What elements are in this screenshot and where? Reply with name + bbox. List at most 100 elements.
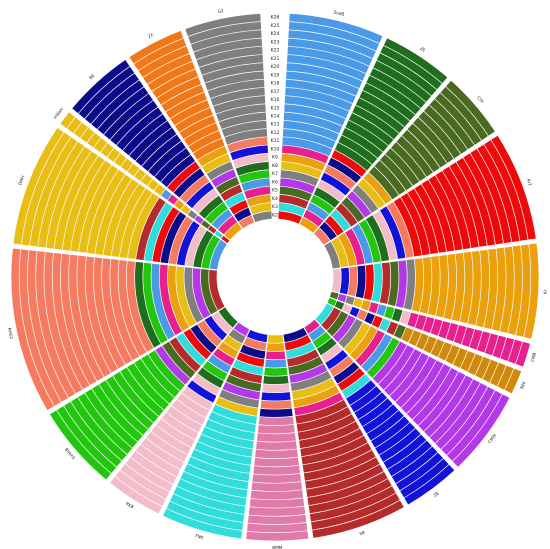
ring-segment (475, 356, 491, 379)
ring-segment (490, 362, 506, 387)
ring-segment (379, 428, 421, 462)
ring-segment (438, 320, 451, 339)
k-label: K11 (271, 138, 280, 144)
ring-segment (386, 321, 399, 336)
group-label: BE (88, 73, 96, 81)
ring-segment (78, 66, 135, 119)
ring-segment (338, 232, 357, 267)
ring-segment (134, 38, 187, 71)
ring-segment (147, 179, 159, 191)
ring-segment (70, 160, 112, 252)
ring-segment (240, 344, 266, 359)
ring-segment (253, 465, 301, 475)
chart-sectors (11, 13, 539, 541)
group-sector (13, 127, 227, 270)
ring-segment (190, 30, 262, 52)
ring-segment (344, 322, 371, 355)
group-sector (329, 291, 531, 367)
k-label: K12 (271, 130, 280, 136)
ring-segment (282, 128, 336, 149)
ring-segment (335, 203, 358, 227)
ring-segment (331, 268, 341, 293)
ring-segment (218, 341, 239, 359)
ring-segment (148, 141, 186, 177)
ring-segment (345, 228, 365, 265)
k-label: K21 (271, 56, 280, 62)
ring-segment (221, 235, 230, 244)
ring-segment (403, 259, 416, 310)
ring-segment (308, 325, 326, 341)
ring-segment (84, 73, 139, 124)
ring-segment (379, 206, 406, 259)
group-sector (304, 319, 455, 505)
ring-segment (249, 498, 305, 508)
ring-segment (467, 250, 481, 326)
group-label: RHS2 (7, 327, 14, 339)
ring-segment (363, 264, 374, 301)
ring-segment (127, 193, 159, 260)
ring-segment (141, 354, 180, 398)
ring-segment (11, 248, 54, 410)
ring-segment (375, 422, 416, 455)
group-label: BMM (272, 545, 283, 549)
ring-segment (264, 367, 288, 376)
k-label: K7 (272, 171, 278, 177)
ring-segment (56, 406, 117, 474)
ring-segment (326, 311, 349, 337)
ring-segment (241, 178, 270, 192)
ring-segment (228, 328, 246, 344)
k-label: K14 (271, 114, 280, 120)
ring-segment (246, 194, 271, 207)
ring-segment (373, 60, 432, 102)
k-label: K6 (272, 179, 278, 185)
ring-segment (67, 117, 82, 133)
ring-segment (281, 145, 329, 164)
ring-segment (407, 123, 447, 168)
ring-segment (301, 435, 368, 465)
ring-segment (110, 476, 162, 514)
ring-segment (491, 247, 506, 332)
ring-segment (446, 80, 495, 136)
ring-segment (285, 79, 356, 104)
ring-segment (154, 184, 166, 196)
ring-segment (232, 153, 269, 168)
ring-segment (291, 378, 336, 400)
ring-segment (255, 449, 298, 459)
ring-segment (293, 385, 340, 408)
ring-segment (130, 451, 177, 484)
ring-segment (339, 267, 350, 295)
group-sector (313, 80, 495, 245)
ring-segment (422, 316, 435, 333)
ring-segment (93, 138, 108, 153)
ring-segment (453, 348, 468, 368)
ring-segment (284, 96, 349, 119)
ring-segment (27, 250, 69, 402)
ring-segment (38, 141, 85, 248)
ring-segment (282, 137, 333, 156)
ring-segment (87, 132, 101, 148)
ring-segment (224, 192, 246, 208)
ring-segment (167, 161, 200, 193)
group-label: FNK (195, 533, 205, 540)
ring-segment (192, 188, 219, 214)
ring-segment (391, 446, 438, 484)
ring-segment (251, 482, 303, 492)
ring-segment (187, 210, 198, 220)
ring-segment (508, 339, 523, 364)
ring-segment (188, 21, 262, 44)
ring-segment (435, 383, 488, 450)
ring-segment (252, 211, 272, 223)
ring-segment (200, 268, 218, 315)
k-label: K18 (271, 81, 280, 87)
ring-segment (280, 170, 319, 187)
ring-segment (358, 398, 393, 427)
k-label: K15 (271, 105, 280, 111)
ring-segment (222, 382, 261, 400)
ring-segment (313, 227, 330, 245)
ring-segment (401, 360, 444, 414)
ring-segment (334, 300, 345, 310)
ring-segment (491, 135, 536, 240)
ring-segment (287, 54, 366, 81)
ring-segment (78, 165, 119, 253)
ring-segment (350, 386, 382, 413)
